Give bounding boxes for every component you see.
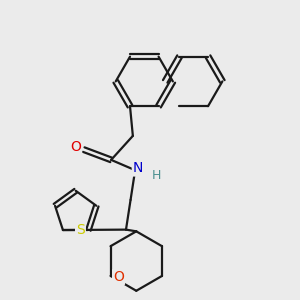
Text: N: N	[133, 161, 143, 176]
Text: H: H	[152, 169, 161, 182]
Text: S: S	[76, 223, 85, 237]
Text: O: O	[113, 270, 124, 284]
Text: O: O	[70, 140, 81, 154]
